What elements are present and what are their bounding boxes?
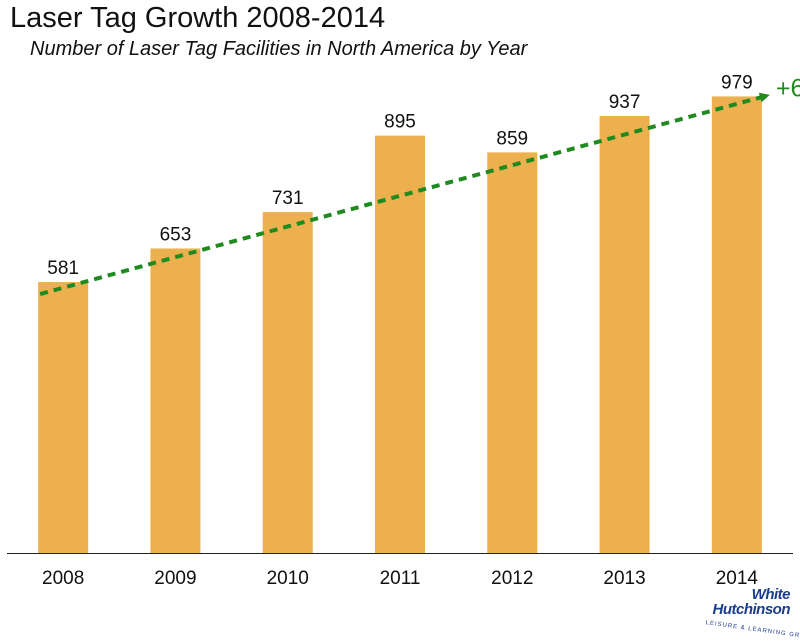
data-label-2009: 653 xyxy=(160,224,192,245)
x-tick-label-2011: 2011 xyxy=(380,568,421,589)
white-hutchinson-logo: White Hutchinson LEISURE & LEARNING GROU… xyxy=(700,584,800,641)
bar-2008 xyxy=(38,282,89,553)
bar-2012 xyxy=(487,152,538,554)
data-label-2012: 859 xyxy=(496,128,528,149)
x-tick-label-2012: 2012 xyxy=(491,568,533,589)
data-label-2011: 895 xyxy=(384,112,416,133)
x-tick-label-2014: 2014 xyxy=(716,568,759,589)
data-label-2010: 731 xyxy=(272,188,304,209)
data-label-2014: 979 xyxy=(721,72,753,93)
bars-group xyxy=(38,96,762,554)
bar-2013 xyxy=(599,116,650,553)
chart-subtitle: Number of Laser Tag Facilities in North … xyxy=(30,38,528,60)
x-tick-label-2008: 2008 xyxy=(42,568,84,589)
data-labels-group: 581 653 731 895 859 937 979 xyxy=(47,72,752,279)
x-tick-label-2010: 2010 xyxy=(267,568,309,589)
trend-label: +69% xyxy=(776,74,800,102)
bar-2014 xyxy=(711,96,762,554)
bar-2009 xyxy=(150,248,201,553)
data-label-2013: 937 xyxy=(609,92,641,113)
x-tick-label-2009: 2009 xyxy=(154,568,196,589)
data-label-2008: 581 xyxy=(47,258,79,279)
logo-line2: Hutchinson xyxy=(712,601,791,618)
logo-line1: White xyxy=(751,586,791,603)
bar-2011 xyxy=(375,135,425,553)
bar-2010 xyxy=(262,212,313,553)
x-tick-label-2013: 2013 xyxy=(603,568,645,589)
x-tick-labels-group: 2008 2009 2010 2011 2012 2013 2014 xyxy=(42,568,758,589)
chart-title: Laser Tag Growth 2008-2014 xyxy=(10,2,386,34)
